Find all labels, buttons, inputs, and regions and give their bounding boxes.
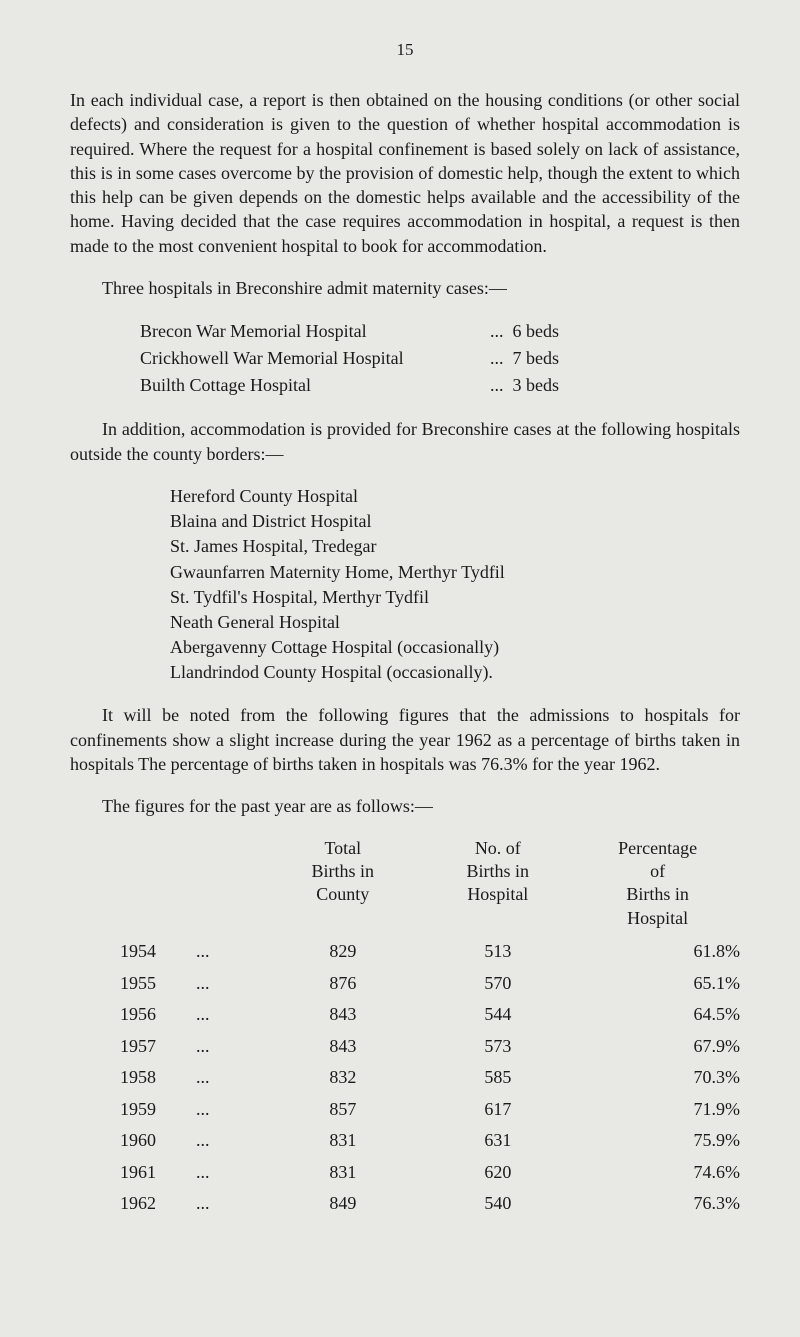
year-cell: 1961... [120, 1157, 265, 1189]
table-row: 1958...83258570.3% [120, 1062, 740, 1094]
header-total-l3: County [265, 883, 420, 906]
hospital-beds: ... 7 beds [490, 345, 559, 372]
number-cell: 570 [420, 968, 575, 1000]
number-cell: 585 [420, 1062, 575, 1094]
hospital-list-item: Gwaunfarren Maternity Home, Merthyr Tydf… [170, 560, 740, 585]
percent-cell: 71.9% [575, 1094, 740, 1126]
hospital-list-item: Blaina and District Hospital [170, 509, 740, 534]
table-row: 1957...84357367.9% [120, 1031, 740, 1063]
hospitals-with-beds: Brecon War Memorial Hospital... 6 bedsCr… [140, 318, 740, 399]
table-row: 1954...82951361.8% [120, 936, 740, 968]
total-cell: 832 [265, 1062, 420, 1094]
table-row: 1959...85761771.9% [120, 1094, 740, 1126]
hospital-beds: ... 6 beds [490, 318, 559, 345]
percent-cell: 74.6% [575, 1157, 740, 1189]
percent-cell: 67.9% [575, 1031, 740, 1063]
number-cell: 544 [420, 999, 575, 1031]
paragraph-4: It will be noted from the following figu… [70, 703, 740, 776]
total-cell: 843 [265, 1031, 420, 1063]
header-total-l2: Births in [265, 860, 420, 883]
total-cell: 876 [265, 968, 420, 1000]
header-pct-l4: Hospital [575, 907, 740, 930]
hospitals-list: Hereford County HospitalBlaina and Distr… [170, 484, 740, 686]
table-row: 1960...83163175.9% [120, 1125, 740, 1157]
hospital-name: Crickhowell War Memorial Hospital [140, 345, 490, 372]
number-cell: 513 [420, 936, 575, 968]
number-cell: 620 [420, 1157, 575, 1189]
table-row: 1955...87657065.1% [120, 968, 740, 1000]
hospital-list-item: St. James Hospital, Tredegar [170, 534, 740, 559]
year-cell: 1962... [120, 1188, 265, 1220]
header-pct-l1: Percentage [575, 837, 740, 860]
percent-cell: 76.3% [575, 1188, 740, 1220]
year-cell: 1957... [120, 1031, 265, 1063]
percent-cell: 64.5% [575, 999, 740, 1031]
total-cell: 831 [265, 1157, 420, 1189]
number-cell: 573 [420, 1031, 575, 1063]
page-number: 15 [70, 40, 740, 60]
hospital-list-item: Neath General Hospital [170, 610, 740, 635]
births-table: Total Births in County No. of Births in … [120, 837, 740, 1220]
number-cell: 540 [420, 1188, 575, 1220]
table-header: Total Births in County No. of Births in … [120, 837, 740, 931]
number-cell: 617 [420, 1094, 575, 1126]
hospital-bed-line: Crickhowell War Memorial Hospital... 7 b… [140, 345, 740, 372]
hospital-list-item: St. Tydfil's Hospital, Merthyr Tydfil [170, 585, 740, 610]
total-cell: 857 [265, 1094, 420, 1126]
header-no-l1: No. of [420, 837, 575, 860]
paragraph-3: In addition, accommodation is provided f… [70, 417, 740, 466]
percent-cell: 70.3% [575, 1062, 740, 1094]
table-row: 1956...84354464.5% [120, 999, 740, 1031]
table-row: 1961...83162074.6% [120, 1157, 740, 1189]
header-pct-l3: Births in [575, 883, 740, 906]
total-cell: 843 [265, 999, 420, 1031]
header-no-l2: Births in [420, 860, 575, 883]
total-cell: 829 [265, 936, 420, 968]
paragraph-1: In each individual case, a report is the… [70, 88, 740, 258]
header-pct-l2: of [575, 860, 740, 883]
percent-cell: 61.8% [575, 936, 740, 968]
number-cell: 631 [420, 1125, 575, 1157]
year-cell: 1954... [120, 936, 265, 968]
paragraph-2: Three hospitals in Breconshire admit mat… [70, 276, 740, 300]
header-no-l3: Hospital [420, 883, 575, 906]
total-cell: 831 [265, 1125, 420, 1157]
hospital-name: Brecon War Memorial Hospital [140, 318, 490, 345]
table-row: 1962...84954076.3% [120, 1188, 740, 1220]
percent-cell: 75.9% [575, 1125, 740, 1157]
percent-cell: 65.1% [575, 968, 740, 1000]
year-cell: 1960... [120, 1125, 265, 1157]
year-cell: 1959... [120, 1094, 265, 1126]
hospital-bed-line: Brecon War Memorial Hospital... 6 beds [140, 318, 740, 345]
hospital-beds: ... 3 beds [490, 372, 559, 399]
hospital-list-item: Abergavenny Cottage Hospital (occasional… [170, 635, 740, 660]
year-cell: 1958... [120, 1062, 265, 1094]
hospital-list-item: Hereford County Hospital [170, 484, 740, 509]
page: 15 In each individual case, a report is … [0, 0, 800, 1270]
total-cell: 849 [265, 1188, 420, 1220]
year-cell: 1955... [120, 968, 265, 1000]
hospital-bed-line: Builth Cottage Hospital... 3 beds [140, 372, 740, 399]
paragraph-5: The figures for the past year are as fol… [70, 794, 740, 818]
year-cell: 1956... [120, 999, 265, 1031]
header-total-l1: Total [265, 837, 420, 860]
hospital-list-item: Llandrindod County Hospital (occasionall… [170, 660, 740, 685]
hospital-name: Builth Cottage Hospital [140, 372, 490, 399]
